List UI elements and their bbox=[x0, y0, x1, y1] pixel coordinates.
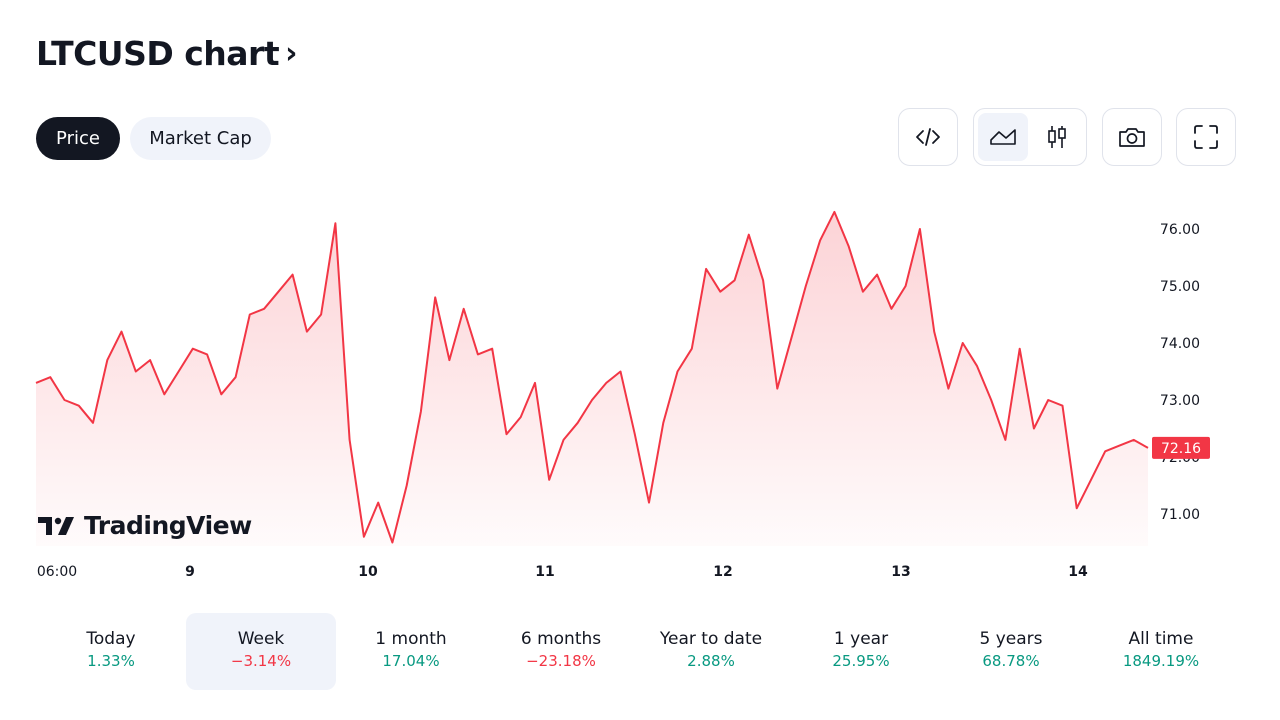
period-label: 5 years bbox=[979, 629, 1043, 649]
period-1-year[interactable]: 1 year 25.95% bbox=[786, 613, 936, 690]
x-tick-label: 13 bbox=[891, 564, 910, 580]
page-title-text: LTCUSD chart bbox=[36, 34, 280, 73]
embed-button[interactable] bbox=[898, 108, 958, 166]
period-label: Today bbox=[86, 629, 136, 649]
tradingview-logo-icon bbox=[38, 516, 74, 535]
tab-price-label: Price bbox=[56, 128, 100, 149]
x-tick-label: 12 bbox=[713, 564, 732, 580]
embed-code-icon bbox=[916, 128, 940, 146]
period-change: 2.88% bbox=[687, 652, 735, 670]
fullscreen-icon bbox=[1194, 125, 1218, 149]
y-tick-label: 75.00 bbox=[1160, 279, 1200, 295]
period-change: −3.14% bbox=[230, 652, 292, 670]
last-price-badge bbox=[1152, 436, 1210, 459]
period-label: All time bbox=[1128, 629, 1194, 649]
y-tick-label: 74.00 bbox=[1160, 336, 1200, 352]
y-tick-label: 71.00 bbox=[1160, 507, 1200, 523]
camera-icon bbox=[1119, 128, 1145, 147]
chart-style-group bbox=[973, 108, 1087, 166]
period-label: 1 year bbox=[833, 629, 889, 649]
candles-icon bbox=[1048, 126, 1066, 148]
period-change: 25.95% bbox=[832, 652, 890, 670]
area-chart-icon bbox=[990, 129, 1016, 145]
performance-periods: Today 1.33% Week −3.14% 1 month 17.04% 6… bbox=[36, 613, 1236, 690]
period-label: 1 month bbox=[375, 629, 447, 649]
period-change: 68.78% bbox=[982, 652, 1040, 670]
period-5-years[interactable]: 5 years 68.78% bbox=[936, 613, 1086, 690]
period-1-month[interactable]: 1 month 17.04% bbox=[336, 613, 486, 690]
y-tick-label: 73.00 bbox=[1160, 393, 1200, 409]
period-change: −23.18% bbox=[526, 652, 596, 670]
page-title[interactable]: LTCUSD chart › bbox=[36, 34, 297, 73]
period-week[interactable]: Week −3.14% bbox=[186, 613, 336, 690]
x-tick-label: 10 bbox=[358, 564, 378, 580]
x-tick-label: 06:00 bbox=[37, 564, 77, 580]
snapshot-button[interactable] bbox=[1102, 108, 1162, 166]
price-line bbox=[35, 210, 1149, 544]
candles-style-button[interactable] bbox=[1032, 113, 1082, 161]
period-change: 1849.19% bbox=[1122, 652, 1200, 670]
period-label: Week bbox=[237, 629, 285, 649]
watermark-text: TradingView bbox=[84, 511, 252, 540]
fullscreen-button[interactable] bbox=[1176, 108, 1236, 166]
tab-price[interactable]: Price bbox=[36, 117, 120, 160]
period-6-months[interactable]: 6 months −23.18% bbox=[486, 613, 636, 690]
x-tick-label: 11 bbox=[535, 564, 554, 580]
chevron-right-icon: › bbox=[285, 35, 297, 71]
tradingview-watermark: TradingView bbox=[38, 511, 252, 540]
period-label: Year to date bbox=[659, 629, 763, 649]
period-label: 6 months bbox=[520, 629, 602, 649]
tab-market-cap[interactable]: Market Cap bbox=[130, 117, 271, 160]
period-year-to-date[interactable]: Year to date 2.88% bbox=[636, 613, 786, 690]
period-change: 17.04% bbox=[382, 652, 440, 670]
y-tick-label: 76.00 bbox=[1160, 222, 1200, 238]
x-tick-label: 9 bbox=[185, 564, 195, 580]
period-all-time[interactable]: All time 1849.19% bbox=[1086, 613, 1236, 690]
tab-market-cap-label: Market Cap bbox=[149, 128, 252, 149]
area-style-button[interactable] bbox=[978, 113, 1028, 161]
x-tick-label: 14 bbox=[1068, 564, 1088, 580]
period-change: 1.33% bbox=[87, 652, 135, 670]
price-area-fill bbox=[36, 211, 1148, 546]
period-today[interactable]: Today 1.33% bbox=[36, 613, 186, 690]
last-price-label: 72.16 bbox=[1161, 441, 1201, 457]
